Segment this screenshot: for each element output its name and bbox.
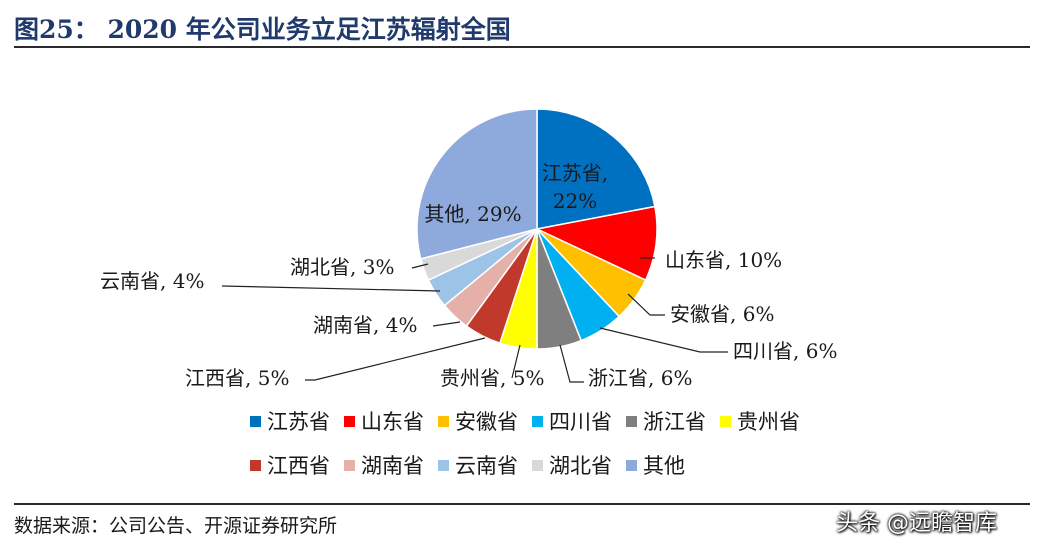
legend-swatch-2 <box>344 415 355 427</box>
slice-label-5: 浙江省, 6% <box>588 366 692 390</box>
slice-label-10: 湖北省, 3% <box>290 255 394 279</box>
legend-item-11: 其他 <box>626 450 685 480</box>
slice-label-7: 江西省, 5% <box>185 366 289 390</box>
legend-swatch-6 <box>720 415 731 427</box>
legend-item-10: 湖北省 <box>532 450 612 480</box>
legend-swatch-11 <box>626 459 637 471</box>
leader-line-9 <box>221 285 441 292</box>
legend-item-7: 江西省 <box>250 450 330 480</box>
slice-label-9: 云南省, 4% <box>100 269 204 293</box>
leader-line-10 <box>411 263 429 269</box>
legend-label-5: 浙江省 <box>643 410 706 434</box>
legend-row-1: 江苏省 山东省 安徽省 四川省 浙江省 贵州省 <box>250 406 850 436</box>
legend-label-3: 安徽省 <box>455 410 518 434</box>
legend-label-11: 其他 <box>643 454 685 478</box>
leader-line-6 <box>511 344 521 379</box>
bottom-rule <box>14 503 1030 505</box>
slice-label-11: 其他, 29% <box>424 202 521 226</box>
legend-swatch-5 <box>626 415 637 427</box>
legend-label-10: 湖北省 <box>549 454 612 478</box>
legend-swatch-3 <box>438 415 449 427</box>
legend-item-2: 山东省 <box>344 406 424 436</box>
legend-item-3: 安徽省 <box>438 406 518 436</box>
legend-item-6: 贵州省 <box>720 406 800 436</box>
legend-item-5: 浙江省 <box>626 406 706 436</box>
legend-item-9: 云南省 <box>438 450 518 480</box>
legend-label-8: 湖南省 <box>361 454 424 478</box>
figure-title: 图25： 2020 年公司业务立足江苏辐射全国 <box>14 15 511 44</box>
legend-label-4: 四川省 <box>549 410 612 434</box>
legend-swatch-7 <box>250 459 261 471</box>
slice-label-6: 贵州省, 5% <box>440 366 544 390</box>
legend-swatch-8 <box>344 459 355 471</box>
legend-label-6: 贵州省 <box>737 410 800 434</box>
slice-label-pct-1: 22% <box>553 189 597 213</box>
leader-line-4 <box>599 327 728 353</box>
watermark: 头条 @远瞻智库 <box>836 511 997 536</box>
legend-item-8: 湖南省 <box>344 450 424 480</box>
slice-label-3: 安徽省, 6% <box>670 302 774 326</box>
pie-slice-11 <box>416 108 538 260</box>
slice-label-1: 江苏省, <box>542 161 608 185</box>
leader-line-7 <box>305 337 486 381</box>
legend-label-2: 山东省 <box>361 410 424 434</box>
legend-swatch-1 <box>250 415 261 427</box>
legend-swatch-9 <box>438 459 449 471</box>
legend-label-7: 江西省 <box>267 454 330 478</box>
legend-label-1: 江苏省 <box>267 410 330 434</box>
leader-line-5 <box>559 344 584 383</box>
pie-slice-1 <box>536 108 656 230</box>
pie-slice-2 <box>534 205 658 282</box>
legend-item-1: 江苏省 <box>250 406 330 436</box>
source-note: 数据来源：公司公告、开源证券研究所 <box>14 515 338 537</box>
slice-label-4: 四川省, 6% <box>733 339 837 363</box>
slice-label-2: 山东省, 10% <box>665 248 782 272</box>
leader-line-8 <box>432 321 461 327</box>
legend-item-4: 四川省 <box>532 406 612 436</box>
legend-label-9: 云南省 <box>455 454 518 478</box>
slice-label-8: 湖南省, 4% <box>313 313 417 337</box>
legend-row-2: 江西省 湖南省 云南省 湖北省 其他 <box>250 450 850 480</box>
leader-line-3 <box>627 293 665 316</box>
legend-swatch-4 <box>532 415 543 427</box>
top-rule <box>14 46 1030 48</box>
legend-swatch-10 <box>532 459 543 471</box>
